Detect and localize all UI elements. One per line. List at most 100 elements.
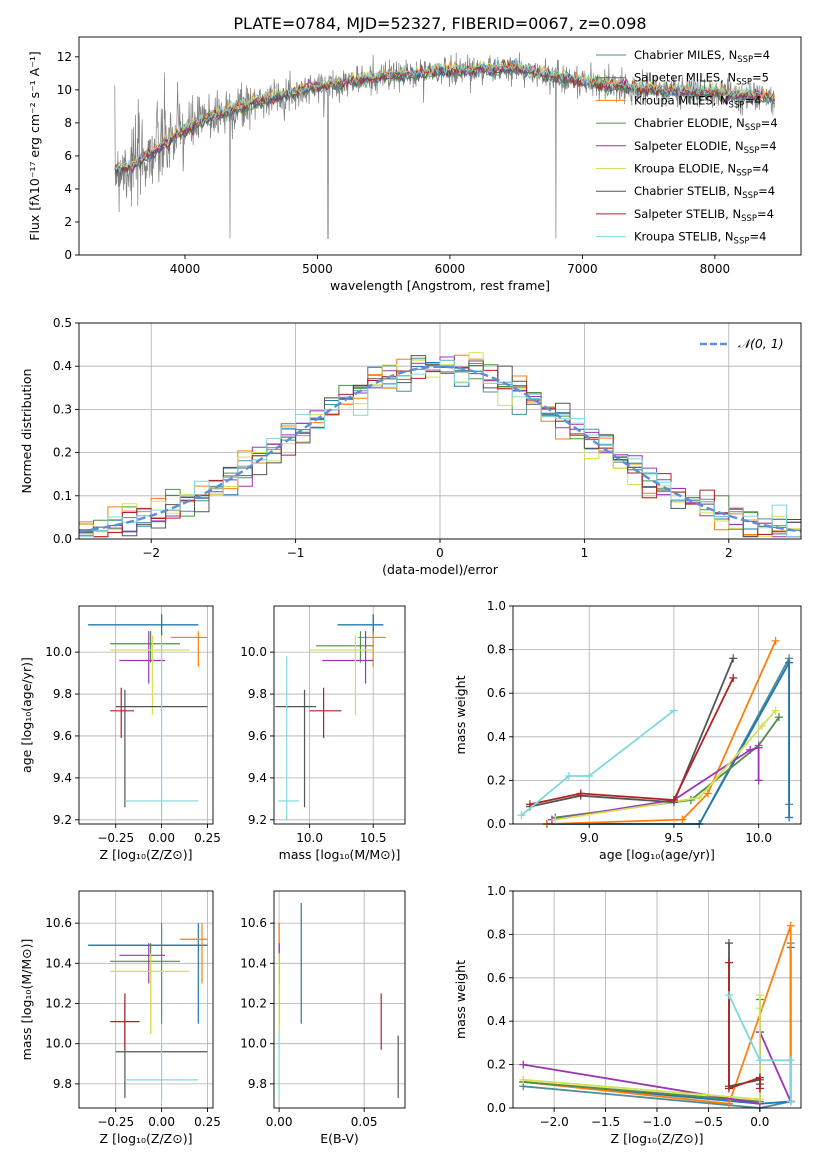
plot-area: [278, 903, 399, 1100]
y-tick-label: 10.0: [45, 645, 72, 659]
x-tick-label: 5000: [302, 262, 333, 276]
weight-marker: [669, 706, 678, 715]
y-tick-label: 0.5: [53, 316, 72, 330]
weight-marker: [703, 789, 712, 798]
y-tick-label: 10.6: [240, 916, 267, 930]
y-tick-label: 0.4: [487, 730, 506, 744]
x-tick-label: 0: [436, 546, 444, 560]
panel-age_vs_Z: −0.25 0.00 0.25 9.2 9.4 9.6 9.8 10.0 Z [log₁₀(Z/…: [19, 605, 221, 862]
y-tick-label: 9.4: [53, 771, 72, 785]
x-axis-label: wavelength [Angstrom, rest frame]: [330, 278, 550, 293]
panel-mass_vs_ebv: 0.00 0.05 9.8 10.0 10.2 10.4 10.6 E(B-V): [240, 890, 406, 1146]
y-tick-label: 0.1: [53, 489, 72, 503]
y-tick-label: 1.0: [487, 599, 506, 613]
y-tick-label: 9.6: [248, 729, 267, 743]
weight-line: [546, 640, 777, 825]
x-axis-label: mass [log₁₀(M/M⊙)]: [279, 847, 401, 862]
y-tick-label: 8: [64, 116, 72, 130]
y-tick-label: 0.8: [487, 643, 506, 657]
x-axis-label: age [log₁₀(age/yr)]: [599, 847, 715, 862]
y-tick-label: 0.4: [53, 359, 72, 373]
x-tick-label: −1: [287, 546, 305, 560]
weight-marker: [754, 743, 763, 752]
histogram-step: [79, 360, 801, 538]
weight-marker: [519, 1075, 528, 1084]
panel-age_vs_mass: 10.0 10.5 9.2 9.4 9.6 9.8 10.0 mass [log₁₀(M/M⊙…: [240, 605, 406, 862]
model-spectrum: [114, 61, 775, 170]
weight-marker: [746, 745, 755, 754]
weight-line: [551, 746, 760, 821]
x-tick-label: −1.0: [642, 1115, 671, 1129]
panel-mass_vs_Z: −0.25 0.00 0.25 9.8 10.0 10.2 10.4 10.6 Z [log₁₀…: [19, 890, 221, 1146]
legend-entry: Salpeter STELIB, NSSP=4: [634, 207, 774, 224]
weight-marker: [678, 815, 687, 824]
x-tick-label: 10.0: [745, 831, 772, 845]
y-axis-label: mass weight: [453, 675, 468, 754]
y-tick-label: 6: [64, 149, 72, 163]
weight-line: [520, 709, 675, 816]
y-tick-label: 0.2: [487, 1058, 506, 1072]
y-tick-label: 9.8: [248, 687, 267, 701]
weight-marker: [786, 1097, 795, 1106]
y-tick-label: 10.0: [45, 1037, 72, 1051]
y-tick-label: 9.2: [53, 813, 72, 827]
x-tick-label: 0.0: [750, 1115, 769, 1129]
y-tick-label: 2: [64, 215, 72, 229]
y-tick-label: 10.4: [240, 956, 267, 970]
axes-frame: [512, 605, 802, 825]
x-tick-label: 6000: [435, 262, 466, 276]
x-axis-label: Z [log₁₀(Z/Z⊙)]: [100, 847, 193, 862]
legend-entry: Salpeter ELODIE, NSSP=4: [634, 139, 777, 156]
legend: Chabrier MILES, NSSP=4 Salpeter MILES, NS…: [596, 48, 778, 247]
axes-frame: [273, 890, 406, 1109]
weight-line: [529, 677, 735, 806]
plot-area: [519, 921, 795, 1112]
x-tick-label: 9.0: [580, 831, 599, 845]
y-tick-label: 0.2: [53, 446, 72, 460]
x-tick-label: −1.5: [591, 1115, 620, 1129]
y-tick-label: 9.8: [53, 1077, 72, 1091]
y-tick-label: 10.2: [45, 997, 72, 1011]
axes-frame: [78, 605, 214, 825]
y-axis-label: Normed distribution: [19, 369, 34, 494]
x-tick-label: −2: [142, 546, 160, 560]
y-axis-label: mass weight: [453, 960, 468, 1039]
x-tick-label: −2.0: [540, 1115, 569, 1129]
y-tick-label: 10: [57, 83, 72, 97]
weight-line: [728, 962, 761, 1090]
y-tick-label: 0.6: [487, 686, 506, 700]
legend-entry: Kroupa MILES, NSSP=4: [634, 93, 761, 110]
weight-marker: [517, 811, 526, 820]
weight-marker: [519, 1060, 528, 1069]
weight-marker: [725, 958, 733, 967]
y-axis-label: age [log₁₀(age/yr)]: [19, 657, 34, 773]
y-axis-label: mass [log₁₀(M/M⊙)]: [19, 939, 34, 1061]
y-tick-label: 10.4: [45, 956, 72, 970]
weight-marker: [755, 1084, 764, 1093]
x-tick-label: 0.00: [148, 1115, 175, 1129]
axes-frame: [78, 36, 802, 256]
weight-marker: [755, 1056, 764, 1065]
plot-area: [517, 636, 794, 828]
y-tick-label: 9.8: [248, 1077, 267, 1091]
y-tick-label: 0.4: [487, 1014, 506, 1028]
y-tick-label: 9.8: [53, 687, 72, 701]
weight-marker: [755, 991, 764, 1000]
weight-marker: [725, 939, 733, 948]
y-tick-label: 0.3: [53, 402, 72, 416]
x-tick-label: 0.00: [148, 831, 175, 845]
x-axis-label: (data-model)/error: [382, 562, 499, 577]
x-axis-label: Z [log₁₀(Z/Z⊙)]: [100, 1131, 193, 1146]
weight-marker: [786, 1056, 795, 1065]
weight-line: [728, 994, 792, 1102]
x-tick-label: 10.5: [360, 831, 387, 845]
figure-title: PLATE=0784, MJD=52327, FIBERID=0067, z=0…: [233, 14, 646, 33]
y-tick-label: 0: [64, 248, 72, 262]
weight-marker: [551, 815, 560, 824]
weight-marker: [771, 636, 780, 645]
y-tick-label: 9.2: [248, 813, 267, 827]
weight-marker: [758, 721, 767, 730]
weight-line: [555, 710, 777, 821]
y-tick-label: 0.0: [487, 1101, 506, 1115]
x-axis-label: Z [log₁₀(Z/Z⊙)]: [611, 1131, 704, 1146]
